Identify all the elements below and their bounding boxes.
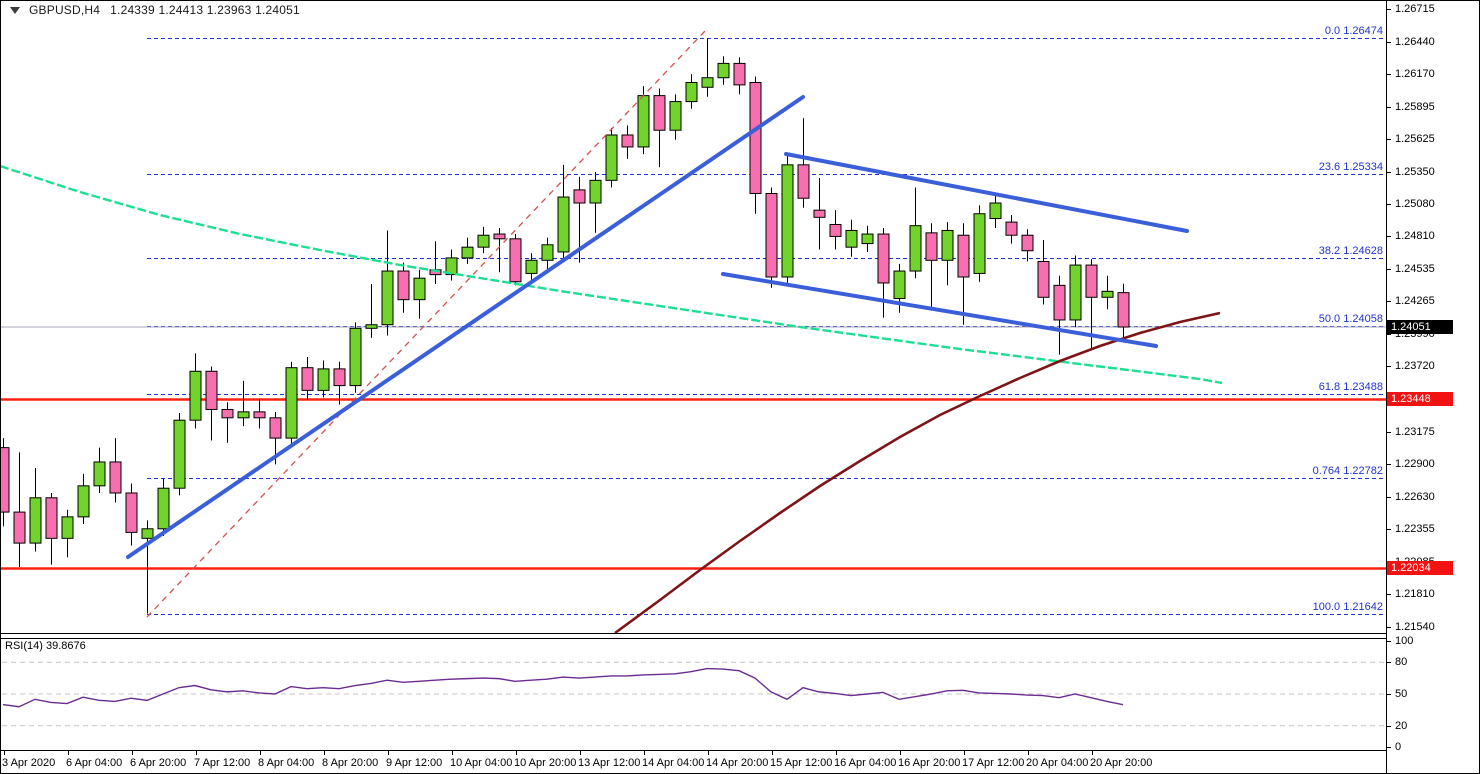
price-tick-label: 1.22900: [1395, 457, 1435, 470]
price-tick-label: 1.24265: [1395, 294, 1435, 307]
ohlc-values-label: 1.24339 1.24413 1.23963 1.24051: [110, 3, 300, 17]
price-tick-label: 1.25350: [1395, 165, 1435, 178]
time-tick-label: 14 Apr 04:00: [642, 757, 705, 769]
trendline-objects-layer[interactable]: [126, 30, 1189, 618]
fib-level-label: 100.0 1.21642: [1312, 600, 1383, 613]
horizontal-lines-layer[interactable]: [0, 398, 1386, 570]
symbol-period-label: GBPUSD,H4: [29, 3, 101, 17]
time-tick-label: 20 Apr 04:00: [1026, 757, 1089, 769]
fib-level-label: 61.8 1.23488: [1318, 380, 1383, 393]
rsi-tick-label: 80: [1395, 655, 1408, 668]
time-tick-label: 6 Apr 20:00: [130, 757, 187, 769]
rsi-tick-label: 100: [1395, 634, 1414, 647]
price-tick-label: 1.25895: [1395, 100, 1435, 113]
price-tick-label: 1.26715: [1395, 2, 1435, 15]
fib-level-label: 0.764 1.22782: [1312, 464, 1383, 477]
fib-level-label: 23.6 1.25334: [1318, 160, 1383, 173]
rsi-indicator-label: RSI(14) 39.8676: [5, 640, 86, 652]
time-tick-label: 10 Apr 20:00: [514, 757, 577, 769]
fib-level-label: 38.2 1.24628: [1318, 244, 1383, 257]
time-tick-label: 16 Apr 04:00: [834, 757, 897, 769]
price-tag: 1.22034: [1387, 560, 1453, 575]
time-tick-label: 15 Apr 12:00: [770, 757, 833, 769]
time-tick-label: 14 Apr 20:00: [706, 757, 769, 769]
price-tick-label: 1.23720: [1395, 359, 1435, 372]
fib-level-label: 0.0 1.26474: [1324, 24, 1383, 37]
axis-ticks: [4, 9, 1391, 755]
price-tick-label: 1.22630: [1395, 490, 1435, 503]
chart-shift-triangle-icon[interactable]: [10, 6, 20, 14]
time-tick-label: 3 Apr 2020: [2, 757, 56, 769]
chart-title: GBPUSD,H4 1.24339 1.24413 1.23963 1.2405…: [10, 3, 300, 17]
price-tick-label: 1.21810: [1395, 587, 1435, 600]
time-tick-label: 9 Apr 12:00: [386, 757, 443, 769]
time-tick-label: 7 Apr 12:00: [194, 757, 251, 769]
time-tick-label: 13 Apr 12:00: [578, 757, 641, 769]
price-tick-label: 1.25080: [1395, 197, 1435, 210]
time-tick-label: 8 Apr 20:00: [322, 757, 379, 769]
candles-layer: [0, 38, 1130, 614]
fib-level-label: 50.0 1.24058: [1318, 312, 1383, 325]
rsi-tick-label: 0: [1395, 740, 1402, 753]
price-tick-label: 1.21540: [1395, 620, 1435, 633]
time-tick-label: 17 Apr 12:00: [962, 757, 1025, 769]
price-tick-label: 1.22355: [1395, 522, 1435, 535]
price-tick-label: 1.26170: [1395, 67, 1435, 80]
price-tick-label: 1.24810: [1395, 229, 1435, 242]
rsi-pane-layer[interactable]: [2, 661, 1386, 727]
rsi-tick-label: 50: [1395, 687, 1408, 700]
rsi-tick-label: 20: [1395, 719, 1408, 732]
price-tag: 1.24051: [1387, 320, 1453, 334]
price-tick-label: 1.26440: [1395, 35, 1435, 48]
time-tick-label: 20 Apr 20:00: [1090, 757, 1153, 769]
time-tick-label: 8 Apr 04:00: [258, 757, 315, 769]
time-tick-label: 10 Apr 04:00: [450, 757, 513, 769]
price-tick-label: 1.24535: [1395, 262, 1435, 275]
price-tick-label: 1.25625: [1395, 132, 1435, 145]
price-tag: 1.23448: [1387, 391, 1453, 406]
time-tick-label: 16 Apr 20:00: [898, 757, 961, 769]
price-tick-label: 1.23175: [1395, 425, 1435, 438]
time-tick-label: 6 Apr 04:00: [66, 757, 123, 769]
